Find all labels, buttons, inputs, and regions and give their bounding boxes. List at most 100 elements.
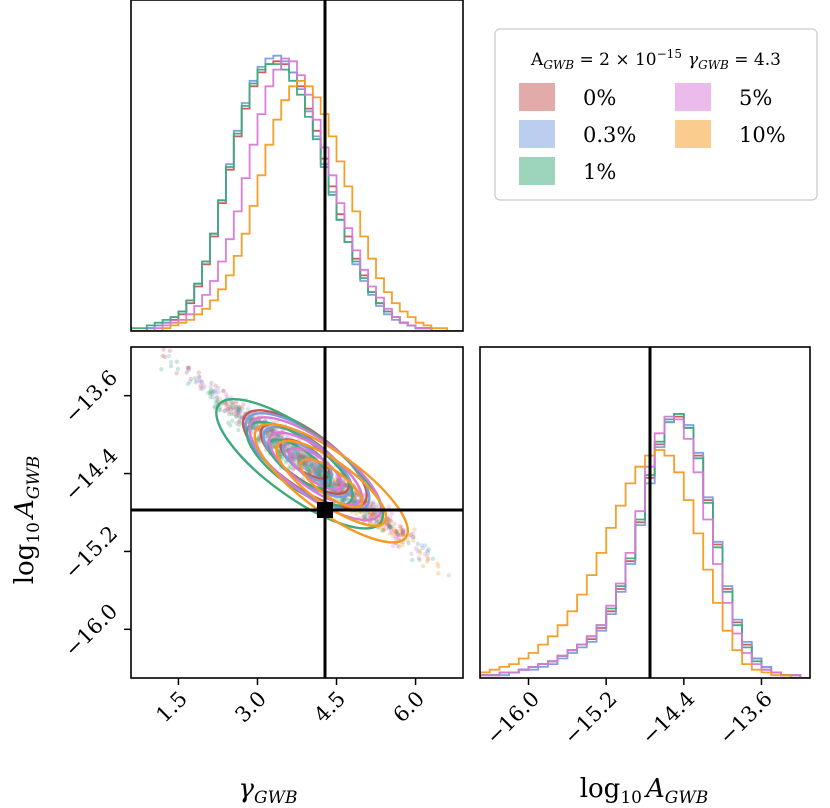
- scatter-point: [263, 433, 268, 439]
- scatter-point: [395, 531, 401, 536]
- scatter-point: [313, 468, 318, 474]
- scatter-point: [396, 532, 401, 538]
- scatter-point: [208, 394, 213, 400]
- scatter-point: [373, 505, 378, 510]
- scatter-point: [332, 483, 338, 489]
- scatter-point: [352, 496, 358, 501]
- scatter-point: [295, 458, 300, 463]
- scatter-point: [340, 487, 345, 493]
- scatter-point: [409, 551, 414, 557]
- scatter-point: [297, 453, 302, 458]
- scatter-point: [234, 421, 239, 426]
- scatter-point: [296, 457, 301, 463]
- scatter-point: [294, 451, 300, 456]
- scatter-point: [209, 387, 214, 393]
- scatter-point: [318, 468, 323, 474]
- scatter-point: [226, 408, 231, 413]
- scatter-point: [276, 433, 281, 439]
- scatter-point: [381, 527, 386, 533]
- legend-box: [494, 28, 818, 201]
- scatter-point: [304, 461, 309, 466]
- scatter-point: [256, 437, 262, 442]
- scatter-point: [233, 405, 238, 410]
- scatter-point: [230, 402, 235, 407]
- scatter-point: [353, 511, 359, 516]
- scatter-point: [295, 454, 300, 459]
- scatter-point: [302, 465, 307, 470]
- scatter-point: [332, 483, 337, 488]
- scatter-point: [289, 451, 294, 456]
- scatter-point: [297, 456, 302, 462]
- scatter-point: [337, 481, 342, 486]
- scatter-point: [309, 461, 314, 466]
- scatter-point: [387, 531, 393, 536]
- scatter-point: [245, 407, 251, 412]
- scatter-point: [386, 517, 391, 522]
- scatter-point: [342, 486, 348, 491]
- scatter-point: [304, 459, 309, 464]
- scatter-point: [412, 527, 417, 532]
- scatter-point: [299, 453, 305, 459]
- scatter-point: [251, 425, 256, 430]
- scatter-point: [236, 422, 242, 428]
- scatter-point: [250, 425, 256, 431]
- scatter-point: [223, 402, 229, 407]
- scatter-point: [317, 465, 322, 470]
- scatter-point: [225, 394, 230, 399]
- x-tick-label-log10a: −15.2: [559, 687, 621, 749]
- scatter-point: [234, 414, 239, 419]
- scatter-point: [351, 499, 357, 504]
- scatter-point: [388, 525, 393, 530]
- scatter-point: [195, 378, 200, 383]
- scatter-point: [311, 464, 316, 470]
- scatter-point: [392, 526, 397, 532]
- scatter-point: [411, 535, 416, 540]
- scatter-point: [296, 453, 302, 458]
- scatter-point: [212, 388, 218, 393]
- scatter-point: [342, 482, 347, 488]
- scatter-point: [269, 428, 275, 433]
- scatter-point: [304, 462, 309, 468]
- scatter-point: [331, 480, 336, 486]
- scatter-point: [381, 526, 386, 531]
- scatter-point: [284, 446, 290, 452]
- legend-swatch: [675, 83, 711, 111]
- joint-panel: −16.0 −15.2 −14.4 −13.6 1.5 3.0 4.5 6.0: [60, 346, 464, 728]
- y-tick-label: −16.0: [60, 599, 122, 661]
- scatter-point: [291, 467, 296, 472]
- scatter-point: [237, 419, 242, 424]
- scatter-point: [334, 481, 339, 486]
- scatter-point: [216, 385, 221, 391]
- scatter-point: [188, 376, 193, 382]
- scatter-point: [200, 382, 206, 387]
- scatter-point: [307, 465, 312, 470]
- scatter-point: [238, 408, 243, 414]
- scatter-point: [276, 432, 281, 438]
- scatter-point: [335, 482, 340, 487]
- y-tick-label: −14.4: [60, 443, 122, 505]
- scatter-point: [310, 465, 316, 471]
- scatter-point: [317, 473, 322, 478]
- scatter-point: [304, 460, 309, 466]
- scatter-point: [302, 454, 308, 459]
- scatter-point: [315, 472, 320, 477]
- scatter-point: [312, 469, 318, 474]
- scatter-point: [314, 464, 319, 469]
- scatter-point: [361, 514, 366, 519]
- scatter-point: [368, 504, 373, 509]
- scatter-point: [208, 389, 213, 394]
- x-tick-label: 1.5: [151, 687, 192, 728]
- scatter-point: [284, 460, 289, 465]
- scatter-point: [388, 518, 393, 523]
- scatter-point: [250, 425, 256, 430]
- scatter-point: [186, 365, 192, 370]
- scatter-point: [316, 465, 322, 470]
- scatter-point: [237, 408, 242, 413]
- scatter-point: [186, 366, 191, 371]
- scatter-point: [197, 379, 202, 384]
- scatter-point: [425, 550, 431, 555]
- scatter-point: [334, 482, 339, 487]
- scatter-point: [295, 455, 300, 460]
- scatter-point: [241, 402, 246, 407]
- scatter-point: [389, 530, 395, 536]
